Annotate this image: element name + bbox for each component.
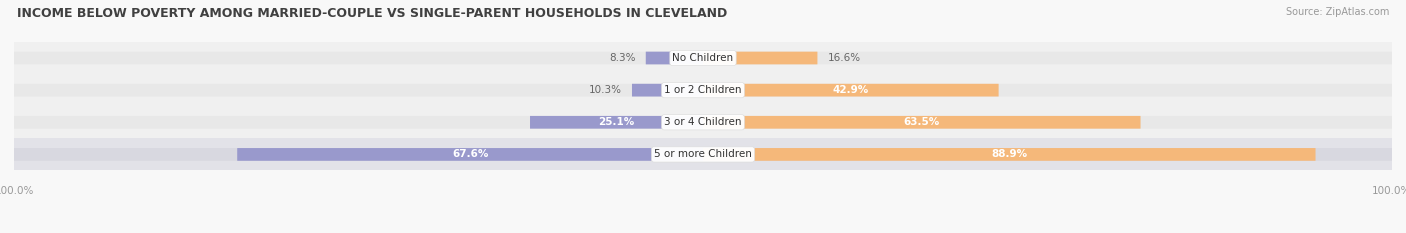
FancyBboxPatch shape	[703, 84, 998, 96]
Text: 42.9%: 42.9%	[832, 85, 869, 95]
Text: 1 or 2 Children: 1 or 2 Children	[664, 85, 742, 95]
Bar	[14, 138, 1392, 171]
FancyBboxPatch shape	[703, 52, 1392, 64]
FancyBboxPatch shape	[14, 52, 703, 64]
FancyBboxPatch shape	[703, 148, 1316, 161]
Bar	[14, 42, 1392, 74]
FancyBboxPatch shape	[530, 116, 703, 129]
FancyBboxPatch shape	[703, 116, 1140, 129]
FancyBboxPatch shape	[631, 84, 703, 96]
FancyBboxPatch shape	[14, 148, 703, 161]
FancyBboxPatch shape	[645, 52, 703, 64]
Text: 88.9%: 88.9%	[991, 149, 1028, 159]
Text: 67.6%: 67.6%	[451, 149, 488, 159]
Bar	[14, 106, 1392, 138]
FancyBboxPatch shape	[238, 148, 703, 161]
FancyBboxPatch shape	[703, 52, 817, 64]
Text: 3 or 4 Children: 3 or 4 Children	[664, 117, 742, 127]
FancyBboxPatch shape	[14, 84, 703, 96]
Text: INCOME BELOW POVERTY AMONG MARRIED-COUPLE VS SINGLE-PARENT HOUSEHOLDS IN CLEVELA: INCOME BELOW POVERTY AMONG MARRIED-COUPL…	[17, 7, 727, 20]
Text: 63.5%: 63.5%	[904, 117, 939, 127]
Text: 8.3%: 8.3%	[609, 53, 636, 63]
Text: No Children: No Children	[672, 53, 734, 63]
FancyBboxPatch shape	[703, 84, 1392, 96]
FancyBboxPatch shape	[703, 148, 1392, 161]
Bar	[14, 74, 1392, 106]
FancyBboxPatch shape	[14, 116, 703, 129]
Text: 10.3%: 10.3%	[589, 85, 621, 95]
Text: 5 or more Children: 5 or more Children	[654, 149, 752, 159]
FancyBboxPatch shape	[703, 116, 1392, 129]
Text: 25.1%: 25.1%	[599, 117, 634, 127]
Text: Source: ZipAtlas.com: Source: ZipAtlas.com	[1285, 7, 1389, 17]
Text: 16.6%: 16.6%	[828, 53, 860, 63]
